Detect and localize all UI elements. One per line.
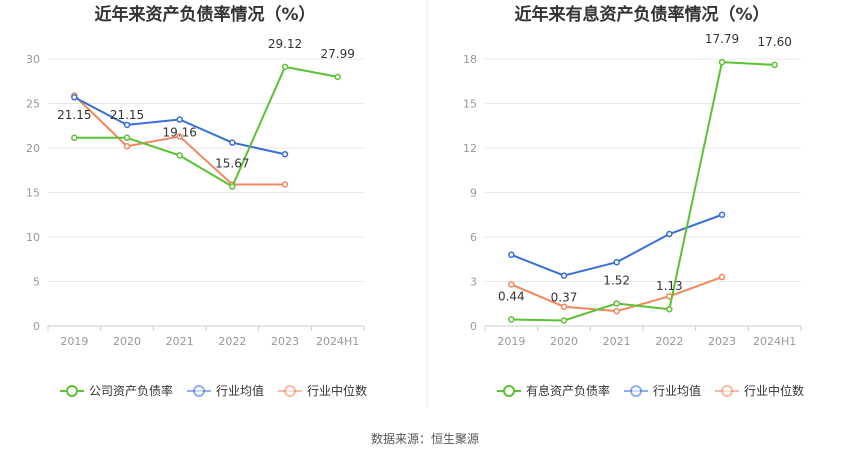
- data-point-avg[interactable]: [123, 121, 131, 129]
- data-label: 27.99: [320, 47, 354, 61]
- data-point-median[interactable]: [176, 133, 183, 140]
- y-tick-label: 12: [463, 142, 477, 155]
- chart-title: 近年来资产负债率情况（%）: [94, 4, 315, 25]
- legend-item-avg[interactable]: 行业均值: [187, 383, 264, 398]
- data-point-company[interactable]: [281, 63, 289, 71]
- legend-item-median[interactable]: 行业中位数: [715, 383, 804, 398]
- y-tick-label: 0: [470, 320, 477, 333]
- data-point-company[interactable]: [560, 317, 568, 324]
- data-point-company[interactable]: [123, 134, 131, 142]
- x-tick-label: 2020: [550, 335, 578, 348]
- x-tick-label: 2024H1: [316, 335, 359, 348]
- x-tick-label: 2021: [603, 335, 631, 348]
- x-tick-label: 2019: [497, 335, 525, 348]
- x-tick-label: 2020: [113, 335, 141, 348]
- data-point-company[interactable]: [71, 134, 78, 142]
- x-tick-label: 2021: [166, 335, 194, 348]
- data-point-company[interactable]: [229, 183, 236, 190]
- legend-item-company[interactable]: 公司资产负债率: [60, 383, 173, 398]
- data-label: 21.15: [110, 108, 144, 122]
- series-line-avg: [510, 213, 723, 277]
- data-label: 17.60: [757, 35, 791, 49]
- data-point-median[interactable]: [560, 303, 568, 310]
- series-line-company: [74, 65, 338, 188]
- data-label: 29.12: [268, 37, 302, 51]
- y-tick-label: 30: [26, 53, 40, 66]
- x-tick-label: 2019: [60, 335, 88, 348]
- legend-item-median[interactable]: 行业中位数: [278, 383, 367, 398]
- y-tick-label: 9: [470, 187, 477, 200]
- data-point-avg[interactable]: [71, 94, 78, 101]
- data-label: 1.13: [656, 279, 683, 293]
- x-tick-label: 2022: [218, 335, 246, 348]
- legend-marker: [721, 385, 733, 397]
- legend-item-avg[interactable]: 行业均值: [624, 383, 701, 398]
- x-tick-label: 2024H1: [753, 335, 796, 348]
- y-tick-label: 0: [33, 320, 40, 333]
- data-point-company[interactable]: [666, 305, 673, 313]
- legend-label: 公司资产负债率: [89, 383, 173, 398]
- x-tick-label: 2023: [708, 335, 736, 348]
- data-point-avg[interactable]: [229, 139, 236, 146]
- x-tick-label: 2022: [655, 335, 683, 348]
- y-tick-label: 18: [463, 53, 477, 66]
- y-tick-label: 6: [470, 231, 477, 244]
- legend-marker: [630, 385, 642, 397]
- data-point-company[interactable]: [176, 152, 183, 159]
- data-point-avg[interactable]: [613, 258, 620, 266]
- legend-marker: [193, 385, 205, 397]
- data-point-avg[interactable]: [666, 230, 673, 238]
- y-tick-label: 15: [463, 98, 477, 111]
- y-tick-label: 5: [33, 276, 40, 289]
- data-point-median[interactable]: [508, 281, 515, 288]
- legend-item-company[interactable]: 有息资产负债率: [497, 383, 610, 398]
- data-source: 数据来源：恒生聚源: [371, 431, 479, 446]
- data-point-avg[interactable]: [508, 251, 515, 259]
- data-label: 19.16: [162, 125, 196, 139]
- legend-label: 行业中位数: [744, 383, 804, 398]
- data-point-company[interactable]: [613, 300, 620, 307]
- data-point-avg[interactable]: [176, 116, 183, 123]
- data-point-company[interactable]: [718, 58, 726, 66]
- legend-marker: [284, 385, 296, 397]
- data-point-median[interactable]: [281, 181, 289, 188]
- data-point-avg[interactable]: [560, 272, 568, 279]
- y-tick-label: 20: [26, 142, 40, 155]
- chart-interest-debt-ratio: 近年来有息资产负债率情况（%） 0 3 6 9 12 15 18 2019 2020 2021 202…: [463, 4, 804, 398]
- y-tick-label: 3: [470, 276, 477, 289]
- data-point-company[interactable]: [508, 316, 515, 323]
- data-label: 21.15: [57, 108, 91, 122]
- data-label: 17.79: [705, 32, 739, 46]
- y-tick-label: 15: [26, 187, 40, 200]
- y-tick-label: 10: [26, 231, 40, 244]
- legend-label: 行业中位数: [307, 383, 367, 398]
- data-point-company[interactable]: [334, 73, 341, 81]
- legend-marker: [66, 385, 78, 397]
- series-line-company: [511, 61, 775, 322]
- y-tick-label: 25: [26, 98, 40, 111]
- chart-debt-ratio: 近年来资产负债率情况（%） 0 5 10 15 20 25 30 2019 2020 2021 202…: [26, 4, 367, 398]
- data-point-avg[interactable]: [281, 150, 289, 158]
- legend-marker: [503, 385, 515, 397]
- data-point-company[interactable]: [771, 61, 778, 69]
- x-tick-label: 2023: [271, 335, 299, 348]
- legend-label: 行业均值: [653, 383, 701, 398]
- data-point-median[interactable]: [123, 142, 131, 150]
- data-label: 1.52: [603, 273, 630, 287]
- legend-label: 有息资产负债率: [526, 383, 610, 398]
- legend-label: 行业均值: [216, 383, 264, 398]
- chart-title: 近年来有息资产负债率情况（%）: [514, 4, 769, 25]
- data-point-median[interactable]: [718, 273, 726, 281]
- data-point-avg[interactable]: [718, 211, 726, 218]
- data-label: 0.44: [498, 289, 525, 303]
- data-label: 0.37: [551, 291, 578, 305]
- data-point-median[interactable]: [613, 307, 620, 315]
- data-label: 15.67: [215, 157, 249, 171]
